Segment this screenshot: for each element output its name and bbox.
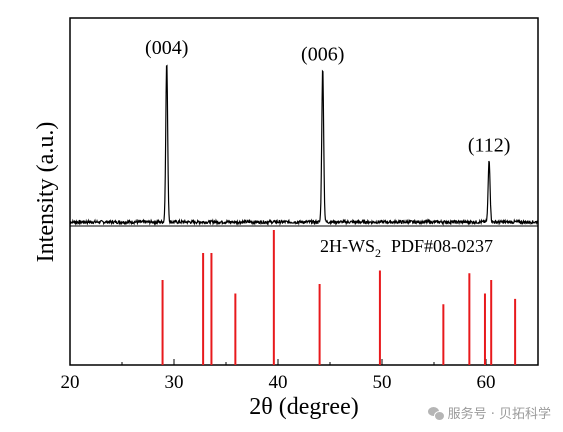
y-axis-label: Intensity (a.u.)	[33, 122, 59, 263]
peak-labels: (004) (006) (112)	[145, 37, 510, 157]
watermark: 服务号 · 贝拓科学	[427, 403, 551, 422]
reference-lines	[161, 230, 517, 365]
wechat-icon	[427, 406, 445, 421]
peak-label: (112)	[468, 135, 511, 157]
peak-label: (004)	[145, 37, 188, 59]
x-axis-ticks	[69, 359, 539, 365]
measured-pattern-line	[69, 64, 539, 226]
x-tick-label: 20	[61, 372, 80, 393]
watermark-text: 服务号 · 贝拓科学	[447, 407, 551, 422]
x-axis-tick-labels: 20 30 40 50 60	[61, 372, 496, 393]
x-tick-label: 50	[373, 372, 392, 393]
x-tick-label: 60	[477, 372, 496, 393]
reference-label: 2H-WS2 PDF#08-0237	[320, 236, 493, 260]
plot-frame	[69, 17, 539, 366]
peak-label: (006)	[301, 43, 344, 65]
x-tick-label: 40	[269, 372, 288, 393]
x-tick-label: 30	[165, 372, 184, 393]
x-axis-label: 2θ (degree)	[249, 394, 358, 420]
